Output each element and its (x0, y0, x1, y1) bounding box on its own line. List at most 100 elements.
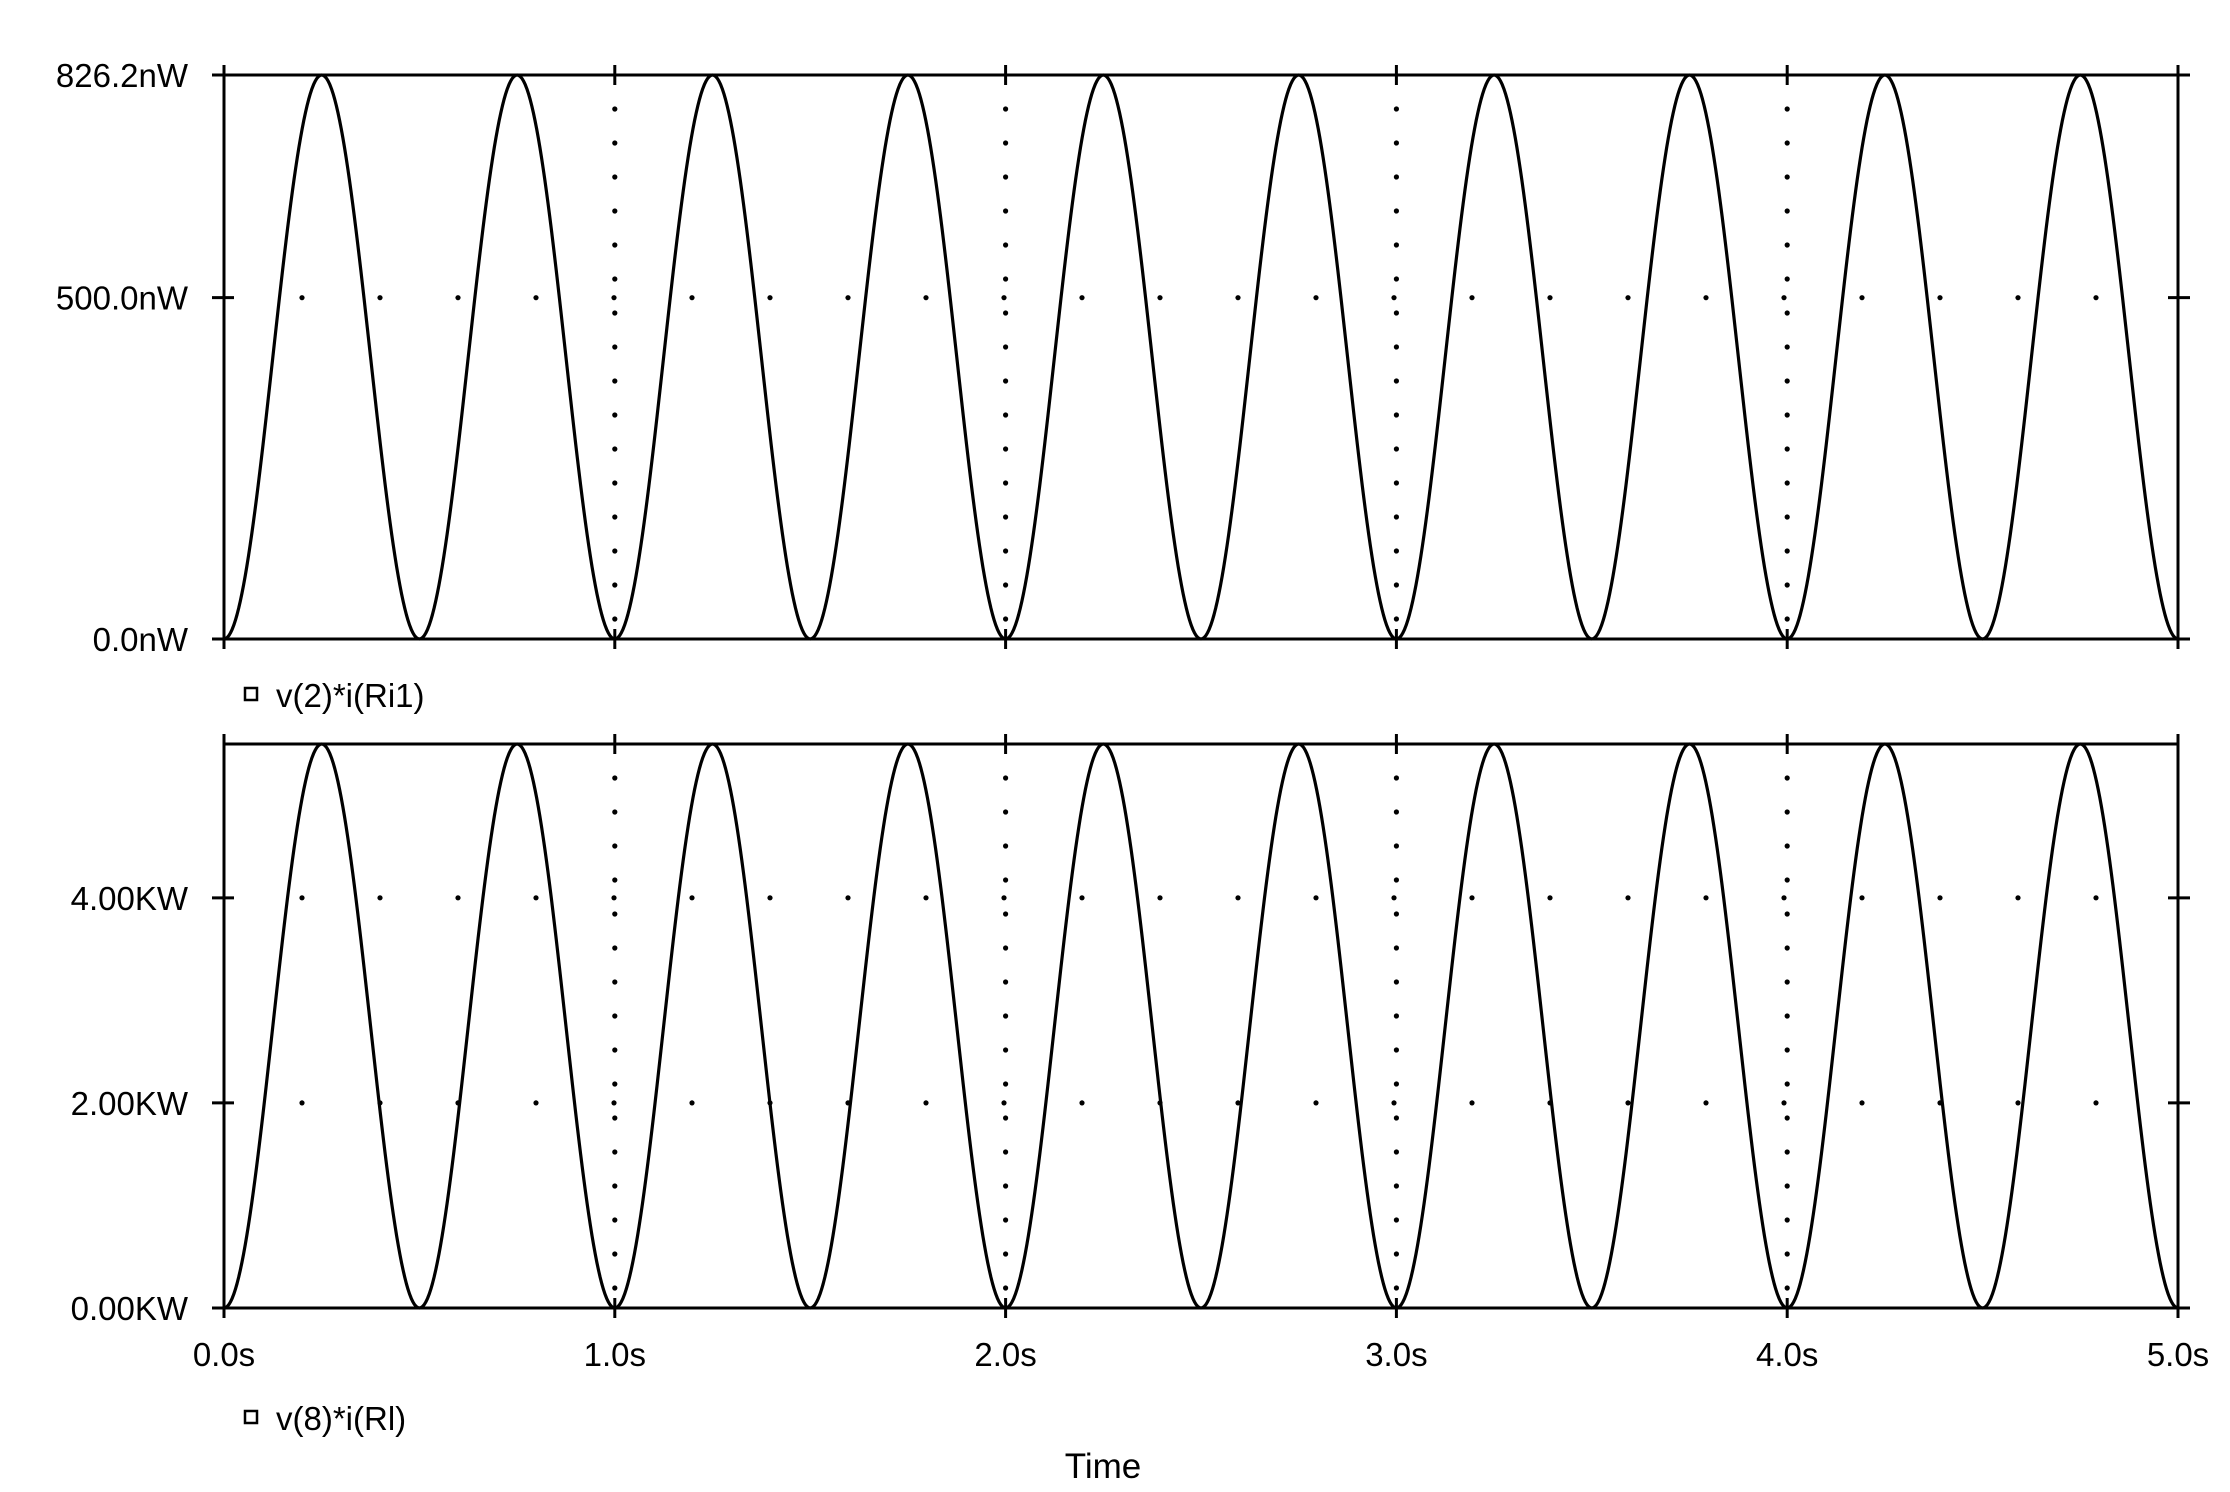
bottom-plot-panel: 0.0s 1.0s 2.0s 3.0s 4.0s 5.0s 0.00KW 2.00KW 4.00… (71, 734, 2209, 1373)
top-grid-v-dot (1003, 548, 1009, 554)
top-grid-v-dot (612, 378, 618, 384)
top-grid-v-dot (1003, 616, 1009, 622)
top-grid-v-dot (1003, 276, 1009, 282)
top-grid-h-dot (533, 295, 539, 301)
bottom-grid-v-dot (1003, 1285, 1009, 1291)
bottom-grid-h-dot (1001, 895, 1007, 901)
x-axis-title: Time (1065, 1447, 1141, 1486)
bottom-grid-v-dot (1784, 1013, 1790, 1019)
top-grid-v-dot (1784, 106, 1790, 112)
bottom-grid-h-dot (1937, 895, 1943, 901)
bottom-grid-v-dot (612, 911, 618, 917)
bottom-grid-v-dot (1393, 1013, 1399, 1019)
bottom-grid-h-dot (923, 895, 929, 901)
top-grid-v-dot (612, 276, 618, 282)
top-grid-v-dot (1393, 582, 1399, 588)
bottom-grid-h-dot (1235, 1100, 1241, 1106)
bottom-grid-h-dot (611, 1100, 617, 1106)
bottom-grid-v-dot (1784, 945, 1790, 951)
bottom-grid-h-dot (1625, 1100, 1631, 1106)
top-y-tick-label: 826.2nW (56, 57, 189, 94)
bottom-grid-h-dot (1313, 895, 1319, 901)
top-grid-v-dot (1393, 242, 1399, 248)
bottom-grid-h-dot (689, 895, 695, 901)
bottom-grid-h-dot (923, 1100, 929, 1106)
top-grid-v-dot (1393, 480, 1399, 486)
top-grid-v-dot (612, 242, 618, 248)
bottom-grid-h-dot (299, 1100, 305, 1106)
bottom-grid-v-dot (1003, 1149, 1009, 1155)
bottom-grid-v-dot (1393, 877, 1399, 883)
bottom-grid-v-dot (1393, 945, 1399, 951)
top-grid-h-dot (1625, 295, 1631, 301)
top-grid-h-dot (1781, 295, 1787, 301)
top-grid-h-dot (1391, 295, 1397, 301)
top-grid-v-dot (612, 446, 618, 452)
bottom-grid-h-dot (611, 895, 617, 901)
bottom-grid-h-dot (1781, 1100, 1787, 1106)
bottom-grid-h-dot (1625, 895, 1631, 901)
bottom-grid-v-dot (612, 945, 618, 951)
top-y-tick-label: 0.0nW (93, 621, 189, 658)
top-grid-v-dot (612, 548, 618, 554)
bottom-grid-v-dot (1003, 1251, 1009, 1257)
top-grid-v-dot (1393, 344, 1399, 350)
top-grid-v-dot (1003, 106, 1009, 112)
top-grid-v-dot (1784, 344, 1790, 350)
bottom-grid-h-dot (1001, 1100, 1007, 1106)
bottom-grid-h-dot (1781, 895, 1787, 901)
bottom-grid-v-dot (1393, 979, 1399, 985)
top-grid-h-dot (2093, 295, 2099, 301)
bottom-series-line (223, 742, 2179, 1310)
x-tick-label: 5.0s (2147, 1336, 2209, 1373)
bottom-grid-h-dot (1079, 1100, 1085, 1106)
top-grid-v-dot (1784, 310, 1790, 316)
top-grid-h-dot (1001, 295, 1007, 301)
bottom-grid-v-dot (1784, 1183, 1790, 1189)
top-grid-v-dot (1003, 412, 1009, 418)
bottom-grid-h-dot (1391, 895, 1397, 901)
bottom-grid-h-dot (1391, 1100, 1397, 1106)
bottom-grid-v-dot (612, 1115, 618, 1121)
bottom-grid-v-dot (612, 1149, 618, 1155)
bottom-grid-h-dot (533, 895, 539, 901)
bottom-grid-h-dot (2015, 1100, 2021, 1106)
top-grid-v-dot (612, 208, 618, 214)
top-grid-v-dot (1784, 514, 1790, 520)
bottom-grid-v-dot (1784, 809, 1790, 815)
top-grid-h-dot (377, 295, 383, 301)
bottom-grid-h-dot (299, 895, 305, 901)
top-grid-v-dot (612, 310, 618, 316)
bottom-y-tick-label: 0.00KW (71, 1290, 189, 1327)
bottom-grid-v-dot (1003, 1183, 1009, 1189)
bottom-grid-v-dot (612, 1217, 618, 1223)
bottom-grid-v-dot (612, 843, 618, 849)
top-grid-h-dot (299, 295, 305, 301)
top-grid-v-dot (1003, 378, 1009, 384)
bottom-grid-v-dot (1393, 1217, 1399, 1223)
top-grid-h-dot (1547, 295, 1553, 301)
top-grid-v-dot (612, 174, 618, 180)
bottom-grid-v-dot (1784, 877, 1790, 883)
top-grid-v-dot (1003, 446, 1009, 452)
bottom-grid-v-dot (1784, 1285, 1790, 1291)
bottom-grid-v-dot (1784, 1115, 1790, 1121)
x-tick-label: 2.0s (974, 1336, 1036, 1373)
top-grid-v-dot (1784, 446, 1790, 452)
top-grid-v-dot (1393, 412, 1399, 418)
bottom-grid-v-dot (612, 1251, 618, 1257)
bottom-grid-v-dot (612, 979, 618, 985)
bottom-grid-v-dot (1784, 1047, 1790, 1053)
bottom-y-tick-label: 4.00KW (71, 880, 189, 917)
top-grid-v-dot (1393, 514, 1399, 520)
bottom-grid-v-dot (612, 1081, 618, 1087)
bottom-grid-v-dot (1393, 775, 1399, 781)
bottom-grid-v-dot (1784, 979, 1790, 985)
bottom-grid-h-dot (2093, 1100, 2099, 1106)
bottom-grid-v-dot (612, 775, 618, 781)
top-grid-v-dot (1003, 310, 1009, 316)
top-grid-h-dot (1859, 295, 1865, 301)
bottom-grid-v-dot (1003, 843, 1009, 849)
bottom-grid-h-dot (689, 1100, 695, 1106)
